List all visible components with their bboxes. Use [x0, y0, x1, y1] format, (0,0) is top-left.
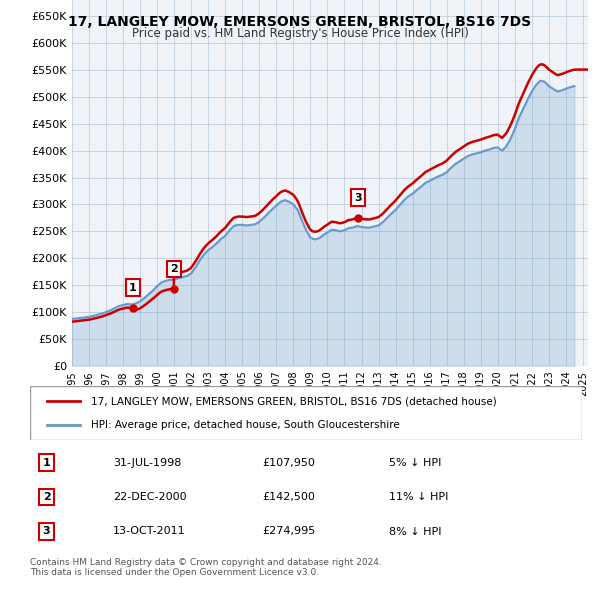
Text: 13-OCT-2011: 13-OCT-2011	[113, 526, 185, 536]
Text: 5% ↓ HPI: 5% ↓ HPI	[389, 458, 441, 468]
Text: £142,500: £142,500	[262, 492, 315, 502]
Text: 1: 1	[43, 458, 50, 468]
Text: 17, LANGLEY MOW, EMERSONS GREEN, BRISTOL, BS16 7DS (detached house): 17, LANGLEY MOW, EMERSONS GREEN, BRISTOL…	[91, 396, 496, 407]
Text: Contains HM Land Registry data © Crown copyright and database right 2024.: Contains HM Land Registry data © Crown c…	[30, 558, 382, 566]
Text: 22-DEC-2000: 22-DEC-2000	[113, 492, 187, 502]
Text: 2: 2	[170, 264, 178, 274]
Text: £107,950: £107,950	[262, 458, 315, 468]
Text: £274,995: £274,995	[262, 526, 315, 536]
Text: This data is licensed under the Open Government Licence v3.0.: This data is licensed under the Open Gov…	[30, 568, 319, 576]
Text: 2: 2	[43, 492, 50, 502]
Text: 1: 1	[129, 283, 137, 293]
Text: HPI: Average price, detached house, South Gloucestershire: HPI: Average price, detached house, Sout…	[91, 419, 400, 430]
Text: 3: 3	[43, 526, 50, 536]
Text: 3: 3	[354, 193, 362, 203]
Text: 8% ↓ HPI: 8% ↓ HPI	[389, 526, 442, 536]
Text: 11% ↓ HPI: 11% ↓ HPI	[389, 492, 448, 502]
FancyBboxPatch shape	[30, 386, 582, 440]
Text: 31-JUL-1998: 31-JUL-1998	[113, 458, 181, 468]
Text: Price paid vs. HM Land Registry's House Price Index (HPI): Price paid vs. HM Land Registry's House …	[131, 27, 469, 40]
Text: 17, LANGLEY MOW, EMERSONS GREEN, BRISTOL, BS16 7DS: 17, LANGLEY MOW, EMERSONS GREEN, BRISTOL…	[68, 15, 532, 29]
